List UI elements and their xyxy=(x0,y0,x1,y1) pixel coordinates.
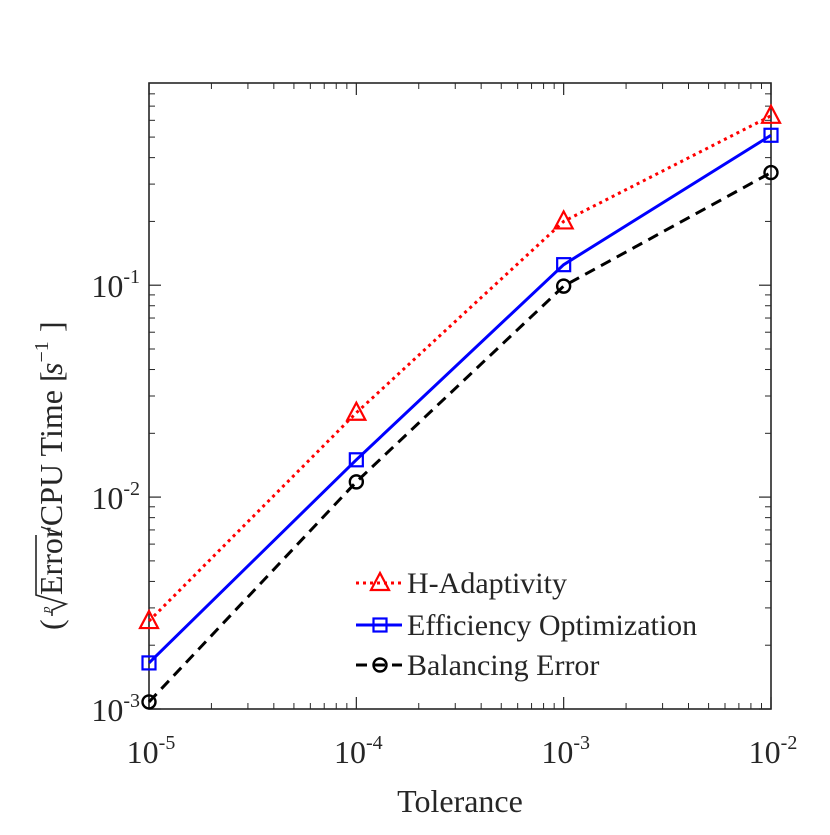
data-point xyxy=(763,164,779,181)
y-axis-title: ( p Error/CPU Time [s−1] xyxy=(31,321,69,630)
y-axis-title-radicand: Error xyxy=(33,527,69,595)
legend-marker-2 xyxy=(372,657,388,673)
data-point xyxy=(141,655,157,671)
series-line-2 xyxy=(147,171,772,703)
data-point xyxy=(760,103,782,124)
data-point xyxy=(141,694,157,710)
x-axis-title: Tolerance xyxy=(397,783,523,819)
y-axis-title-close: ] xyxy=(33,321,69,332)
legend-label-0: H-Adaptivity xyxy=(407,567,567,600)
data-point xyxy=(556,257,572,273)
data-point xyxy=(138,608,160,630)
y-tick-label: 10-1 xyxy=(91,266,140,304)
y-axis-title-open: ( xyxy=(33,619,69,630)
x-tick-label: 10-3 xyxy=(541,732,590,770)
data-point xyxy=(348,452,364,468)
series-line-0 xyxy=(147,114,772,623)
y-tick-label: 10-3 xyxy=(91,690,140,728)
series-line-1 xyxy=(147,133,772,664)
radical-sign xyxy=(35,535,69,616)
data-point xyxy=(555,278,572,294)
data-point xyxy=(348,474,365,490)
y-axis-title-unit: s−1 xyxy=(31,341,69,375)
legend-label-2: Balancing Error xyxy=(407,649,599,682)
legend-marker-1 xyxy=(372,617,388,633)
data-point xyxy=(552,209,575,230)
legend-label-1: Efficiency Optimization xyxy=(407,609,697,642)
x-tick-label: 10-2 xyxy=(749,732,798,770)
y-tick-label: 10-2 xyxy=(91,478,140,516)
data-point xyxy=(345,400,368,421)
y-axis-title-radical-index: p xyxy=(38,606,53,614)
plot-area: 10-5 10-4 10-3 10-2 10-3 10-2 10-1 Tolerance ( p E… xyxy=(31,82,798,819)
legend-marker-0 xyxy=(369,570,391,592)
x-tick-label: 10-4 xyxy=(334,732,383,770)
data-point xyxy=(763,127,779,143)
y-axis-title-rest: /CPU Time [ xyxy=(33,371,69,535)
x-tick-label: 10-5 xyxy=(127,732,176,770)
legend: H-Adaptivity Efficiency Optimization Balan… xyxy=(356,567,697,682)
